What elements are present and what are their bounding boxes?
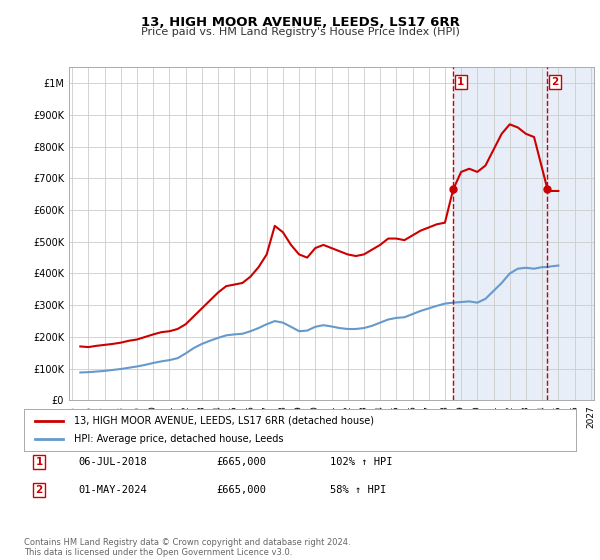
Text: 1: 1 <box>457 77 464 87</box>
Text: 58% ↑ HPI: 58% ↑ HPI <box>330 485 386 495</box>
Text: Contains HM Land Registry data © Crown copyright and database right 2024.
This d: Contains HM Land Registry data © Crown c… <box>24 538 350 557</box>
Text: Price paid vs. HM Land Registry's House Price Index (HPI): Price paid vs. HM Land Registry's House … <box>140 27 460 37</box>
Text: 13, HIGH MOOR AVENUE, LEEDS, LS17 6RR: 13, HIGH MOOR AVENUE, LEEDS, LS17 6RR <box>140 16 460 29</box>
Text: 06-JUL-2018: 06-JUL-2018 <box>78 457 147 467</box>
Text: HPI: Average price, detached house, Leeds: HPI: Average price, detached house, Leed… <box>74 434 283 444</box>
Text: 1: 1 <box>35 457 43 467</box>
Text: 2: 2 <box>551 77 559 87</box>
Text: 13, HIGH MOOR AVENUE, LEEDS, LS17 6RR (detached house): 13, HIGH MOOR AVENUE, LEEDS, LS17 6RR (d… <box>74 416 374 426</box>
Text: 2: 2 <box>35 485 43 495</box>
Text: 102% ↑ HPI: 102% ↑ HPI <box>330 457 392 467</box>
Text: 01-MAY-2024: 01-MAY-2024 <box>78 485 147 495</box>
Bar <box>453 67 594 400</box>
Text: £665,000: £665,000 <box>216 457 266 467</box>
Text: £665,000: £665,000 <box>216 485 266 495</box>
